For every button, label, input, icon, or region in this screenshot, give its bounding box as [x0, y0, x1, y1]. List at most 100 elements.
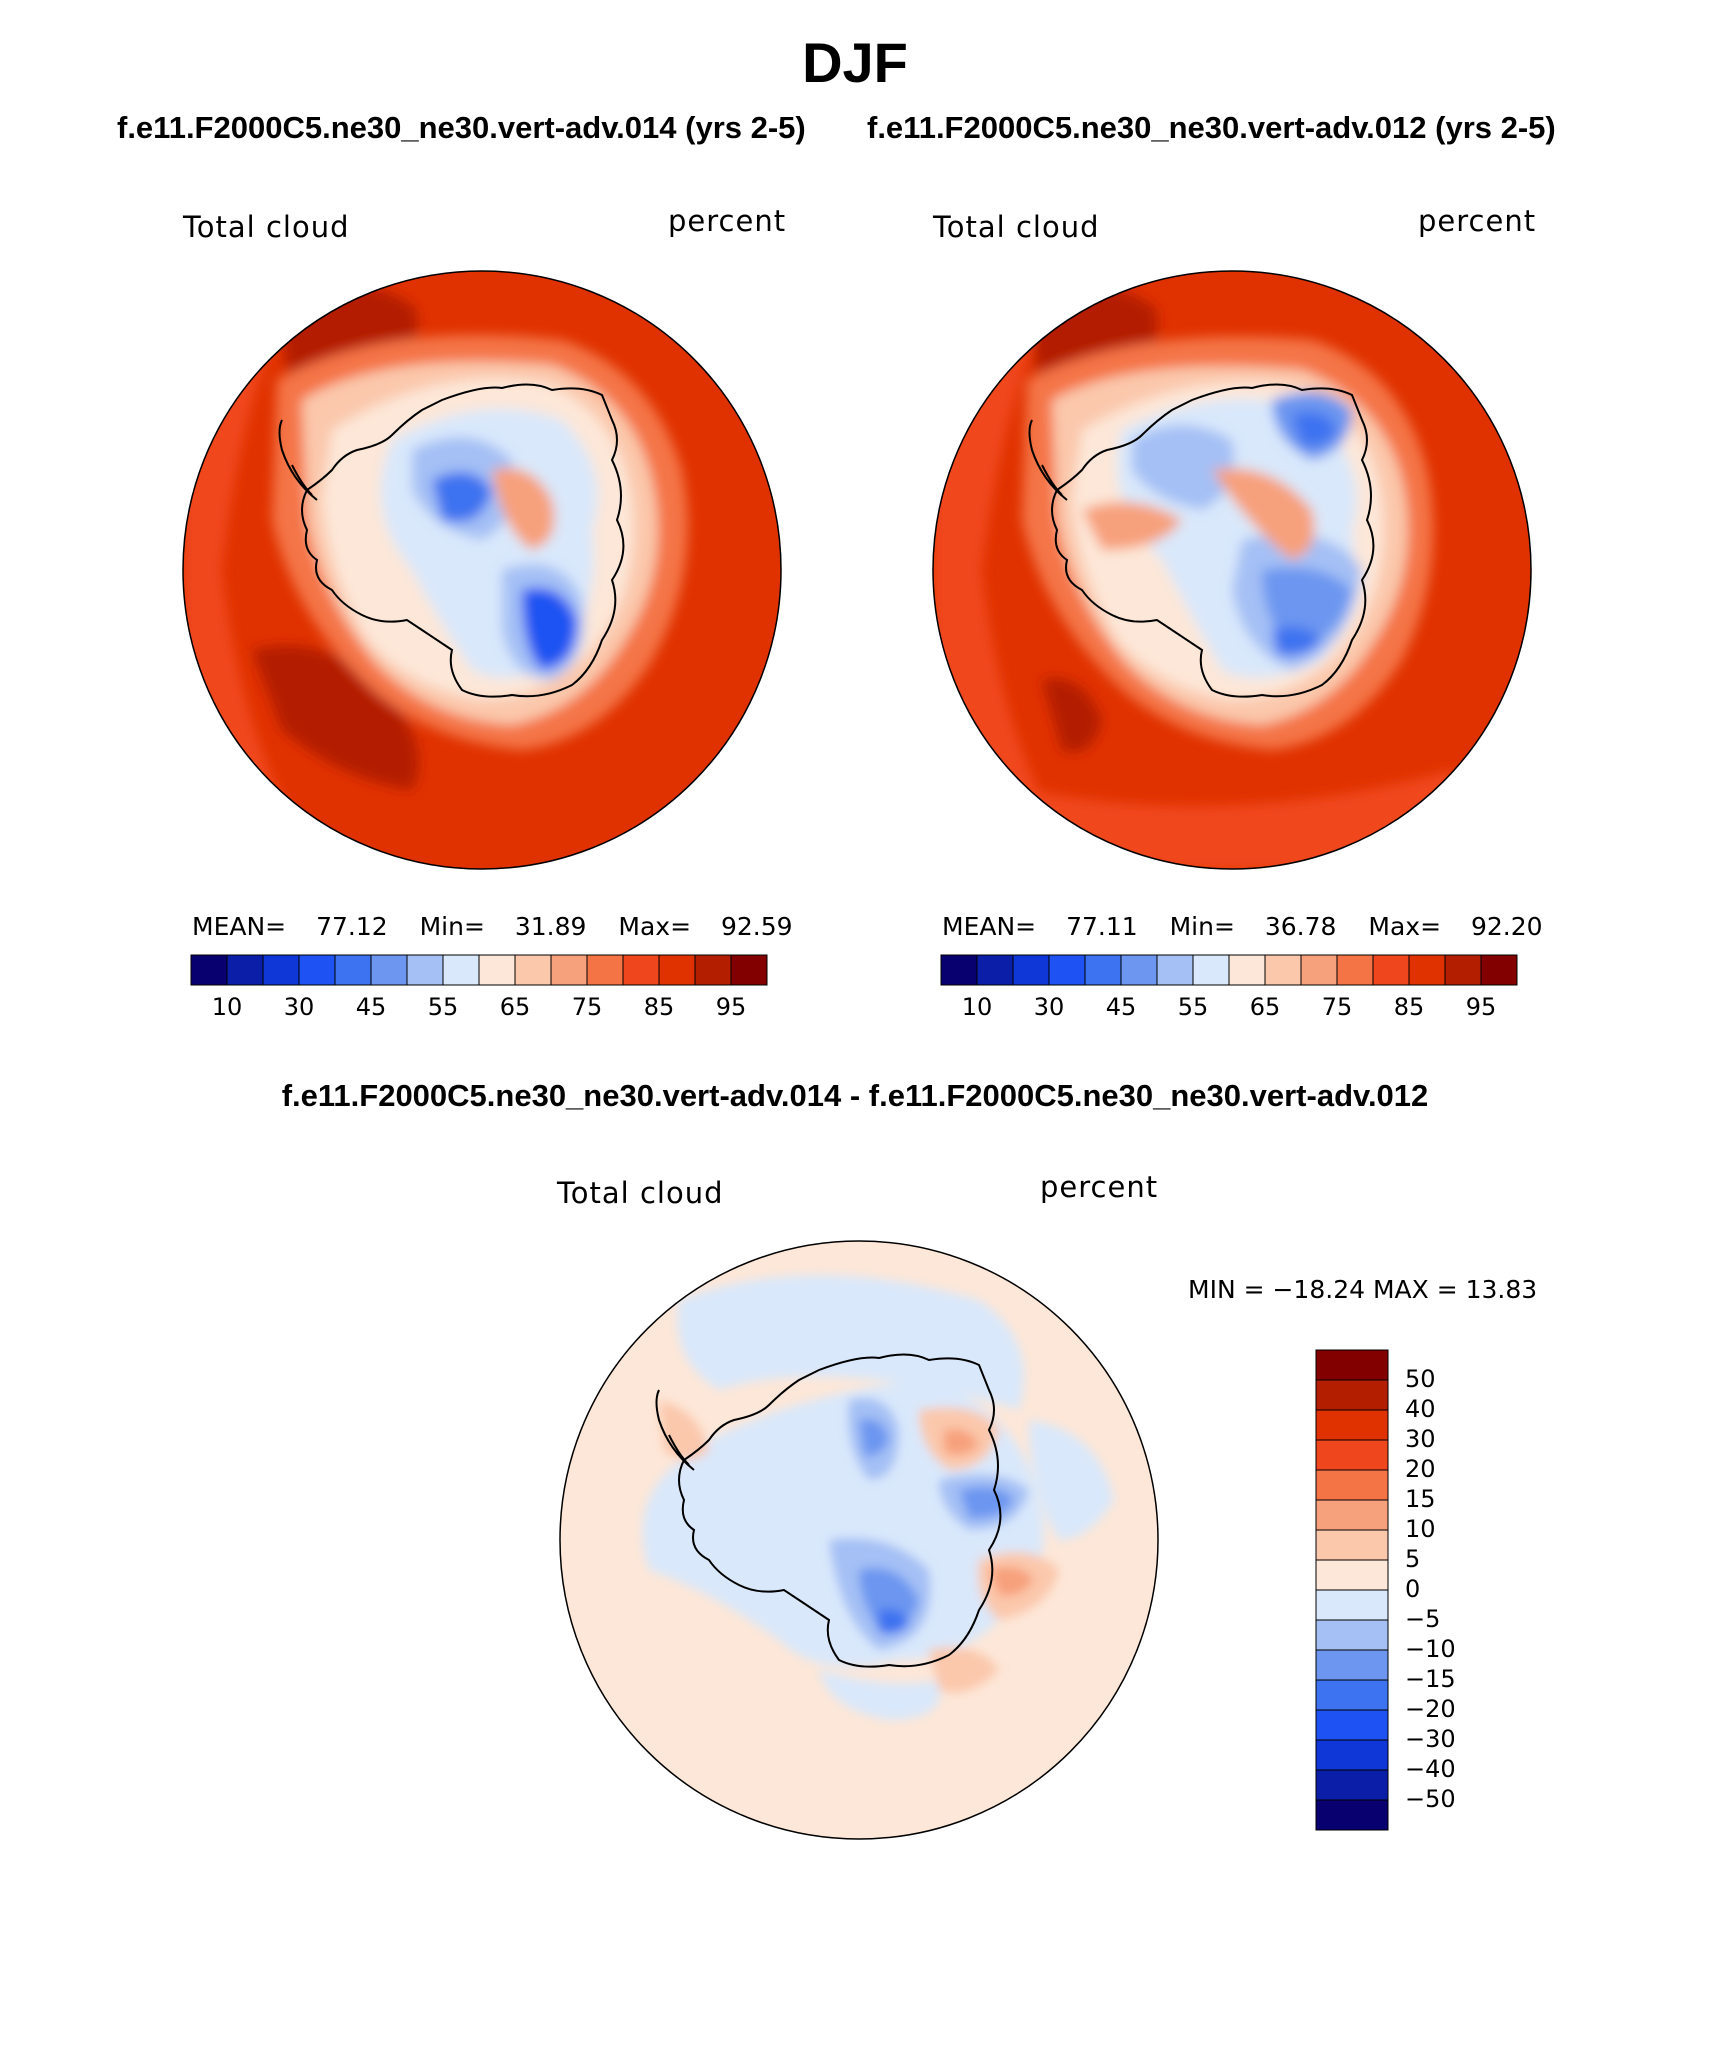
panel3-colorbar-tick: 40: [1405, 1395, 1436, 1423]
panel3-colorbar-tick: −15: [1405, 1665, 1456, 1693]
panel2-colorbar-tick: 95: [1465, 993, 1497, 1021]
panel3-coastline: [678, 1353, 1002, 1668]
panel1-colorbar-tick: 75: [571, 993, 603, 1021]
panel1-coastline: [301, 383, 625, 698]
panel3-colorbar-tick: −20: [1405, 1695, 1456, 1723]
panel2-colorbar-box: [1336, 954, 1374, 986]
panel1-colorbar-tick: 55: [427, 993, 459, 1021]
panel2-colorbar-box: [1192, 954, 1230, 986]
panel1-colorbar-box: [226, 954, 264, 986]
panel2-colorbar-box: [1120, 954, 1158, 986]
panel3-neg-south: [819, 1670, 941, 1720]
panel3-minmax: MIN = −18.24 MAX = 13.83: [1188, 1275, 1538, 1304]
panel3-red-a-deep: [944, 1429, 979, 1455]
panel1-max-value: 92.59: [721, 912, 793, 941]
panel3-right-label: percent: [1040, 1170, 1159, 1204]
panel3-colorbar-box: [1315, 1649, 1389, 1681]
panel2-colorbar-tick: 30: [1033, 993, 1065, 1021]
panel3-colorbar-box: [1315, 1379, 1389, 1411]
panel2-red-tongue2: [1082, 502, 1182, 550]
panel1-right-label: percent: [668, 204, 787, 238]
panel2-blue-mid: [1132, 425, 1234, 510]
panel3-red-b-deep: [989, 1566, 1034, 1596]
panel3-colorbar-box: [1315, 1559, 1389, 1591]
panel1-blue-deep: [432, 472, 492, 522]
panel1-colorbar-box: [730, 954, 768, 986]
panel2-mean-value: 77.11: [1066, 912, 1138, 941]
panel3-blue-c-deep: [859, 1568, 919, 1631]
panel2-min-value: 36.78: [1264, 912, 1337, 941]
panel3-colorbar-box: [1315, 1469, 1389, 1501]
panel1-colorbar-tick: 85: [643, 993, 675, 1021]
panel2-colorbar-tick: 55: [1177, 993, 1209, 1021]
panel1-colorbar-tick: 45: [355, 993, 387, 1021]
panel3-colorbar-tick: 0: [1405, 1575, 1421, 1603]
panel2-coastline: [1051, 383, 1375, 698]
panel2-colorbar-box: [1300, 954, 1338, 986]
panel3-colorbar-tick: 5: [1405, 1545, 1421, 1573]
panel2-map: [932, 270, 1532, 870]
panel3-map: [559, 1240, 1159, 1840]
panel2-colorbar-tick: 75: [1321, 993, 1353, 1021]
panel2-max-value: 92.20: [1471, 912, 1543, 941]
subtitle-right: f.e11.F2000C5.ne30_ne30.vert-adv.012 (yr…: [867, 110, 1556, 145]
panel2-colorbar-box: [1408, 954, 1446, 986]
panel3-colorbar-box: [1315, 1799, 1389, 1831]
panel3-colorbar-tick: −40: [1405, 1755, 1456, 1783]
panel2-right-label: percent: [1418, 204, 1537, 238]
panel1-colorbar-box: [514, 954, 552, 986]
panel1-max-patch-sw: [252, 645, 419, 790]
panel3-colorbar-tick: −50: [1405, 1785, 1456, 1813]
panel3-colorbar: [1315, 1349, 1389, 1831]
panel2-colorbar-box: [1084, 954, 1122, 986]
panel1-blue-deepest: [522, 588, 577, 670]
panel2-colorbar-box: [1444, 954, 1482, 986]
panel3-colorbar-tick: −30: [1405, 1725, 1456, 1753]
panel1-colorbar: [190, 954, 768, 986]
panel1-colorbar-box: [298, 954, 336, 986]
panel3-colorbar-tick: 30: [1405, 1425, 1436, 1453]
panel1-colorbar-box: [478, 954, 516, 986]
panel1-min-label: Min=: [419, 912, 485, 941]
panel2-mean-label: MEAN=: [942, 912, 1037, 941]
page-title: DJF: [802, 31, 908, 94]
panel2-max-patch-sw: [1042, 678, 1102, 752]
panel3-colorbar-box: [1315, 1769, 1389, 1801]
panel2-peninsula: [1028, 419, 1068, 501]
panel1-colorbar-box: [190, 954, 228, 986]
panel1-colorbar-box: [334, 954, 372, 986]
panel2-colorbar-tick: 85: [1393, 993, 1425, 1021]
panel3-colorbar-tick: −5: [1405, 1605, 1441, 1633]
panel3-blue-a-deep: [859, 1419, 889, 1456]
panel3-colorbar-box: [1315, 1679, 1389, 1711]
panel2-colorbar-box: [1228, 954, 1266, 986]
panel2-left-label: Total cloud: [933, 210, 1100, 244]
panel2-colorbar-tick: 65: [1249, 993, 1281, 1021]
panel2-colorbar-box: [976, 954, 1014, 986]
panel1-colorbar-box: [586, 954, 624, 986]
panel3-colorbar-box: [1315, 1349, 1389, 1381]
panel2-blue-deepest-ne: [1292, 412, 1337, 446]
panel1-colorbar-box: [694, 954, 732, 986]
panel3-colorbar-tick: 20: [1405, 1455, 1436, 1483]
panel1-mean-value: 77.12: [316, 912, 388, 941]
panel2-colorbar-tick: 45: [1105, 993, 1137, 1021]
panel1-colorbar-box: [622, 954, 660, 986]
panel2-colorbar: [940, 954, 1518, 986]
panel1-left-label: Total cloud: [183, 210, 350, 244]
panel1-red-tongue: [492, 468, 555, 550]
panel1-max-label: Max=: [618, 912, 692, 941]
panel1-colorbar-box: [262, 954, 300, 986]
panel3-colorbar-box: [1315, 1409, 1389, 1441]
panel3-colorbar-tick: 15: [1405, 1485, 1436, 1513]
panel3-colorbar-tick: 50: [1405, 1365, 1436, 1393]
panel2-min-label: Min=: [1169, 912, 1235, 941]
panel2-colorbar-box: [940, 954, 978, 986]
panel2-colorbar-box: [1480, 954, 1518, 986]
panel2-colorbar-box: [1048, 954, 1086, 986]
panel3-colorbar-tick: −10: [1405, 1635, 1456, 1663]
panel3-neg-east: [1029, 1420, 1114, 1540]
panel3-colorbar-box: [1315, 1619, 1389, 1651]
subtitle-left: f.e11.F2000C5.ne30_ne30.vert-adv.014 (yr…: [117, 110, 806, 145]
panel3-colorbar-box: [1315, 1739, 1389, 1771]
